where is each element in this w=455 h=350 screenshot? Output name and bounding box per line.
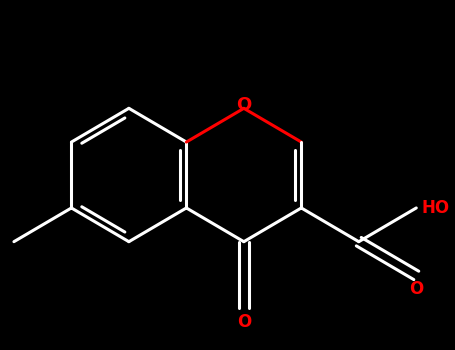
Text: O: O [236,96,252,114]
Text: HO: HO [422,199,450,217]
Text: O: O [409,280,424,298]
Text: O: O [237,313,251,331]
